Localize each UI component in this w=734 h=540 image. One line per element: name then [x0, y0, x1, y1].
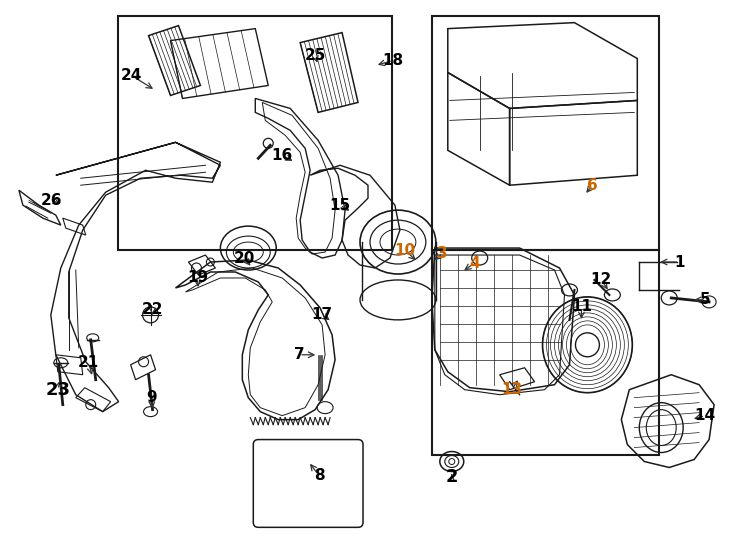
Text: 8: 8	[314, 468, 324, 483]
Text: 7: 7	[294, 347, 305, 362]
Text: 13: 13	[501, 382, 522, 397]
Text: 23: 23	[46, 381, 70, 399]
Text: 26: 26	[41, 193, 62, 208]
Text: 14: 14	[694, 408, 716, 423]
Text: 19: 19	[187, 271, 208, 286]
Text: 25: 25	[305, 48, 326, 63]
Text: 10: 10	[394, 242, 415, 258]
Text: 16: 16	[272, 148, 293, 163]
Text: 15: 15	[330, 198, 351, 213]
Text: 1: 1	[674, 254, 684, 269]
Text: 2: 2	[446, 469, 458, 487]
Text: 22: 22	[142, 302, 163, 318]
Text: 20: 20	[233, 251, 255, 266]
Bar	[117, 16, 392, 250]
Text: 3: 3	[437, 246, 448, 260]
Text: 9: 9	[146, 390, 157, 405]
Text: 4: 4	[470, 255, 480, 271]
Text: 5: 5	[700, 293, 711, 307]
Text: 11: 11	[571, 299, 592, 314]
Text: 6: 6	[587, 178, 597, 193]
Bar	[432, 16, 659, 250]
Text: 18: 18	[382, 53, 404, 68]
Text: 17: 17	[311, 307, 333, 322]
Text: 12: 12	[591, 273, 612, 287]
Text: 24: 24	[121, 68, 142, 83]
Text: 21: 21	[78, 355, 99, 370]
Bar	[432, 250, 659, 455]
